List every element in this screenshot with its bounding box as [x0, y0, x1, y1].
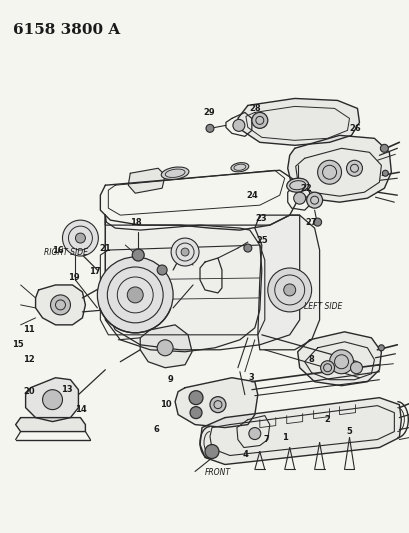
Text: 7: 7	[263, 435, 269, 444]
Text: 11: 11	[22, 325, 34, 334]
Ellipse shape	[161, 167, 189, 180]
Polygon shape	[105, 215, 261, 352]
Circle shape	[181, 248, 189, 256]
Polygon shape	[200, 398, 400, 464]
Circle shape	[346, 160, 362, 176]
Ellipse shape	[230, 163, 248, 172]
Circle shape	[313, 218, 321, 226]
Text: 4: 4	[242, 450, 248, 459]
Polygon shape	[16, 417, 85, 432]
Text: LEFT SIDE: LEFT SIDE	[303, 302, 341, 311]
Text: 26: 26	[349, 124, 360, 133]
Circle shape	[283, 284, 295, 296]
Text: 8: 8	[308, 356, 314, 364]
Text: 5: 5	[346, 427, 352, 436]
Circle shape	[293, 192, 305, 204]
Circle shape	[190, 407, 202, 418]
Text: 24: 24	[245, 191, 257, 200]
Polygon shape	[287, 135, 391, 202]
Text: 23: 23	[254, 214, 266, 223]
Circle shape	[380, 144, 387, 152]
Circle shape	[382, 170, 387, 176]
Circle shape	[171, 238, 198, 266]
Text: 18: 18	[130, 217, 142, 227]
Text: 25: 25	[255, 236, 267, 245]
Circle shape	[43, 390, 62, 410]
Text: 10: 10	[160, 400, 171, 409]
Polygon shape	[175, 378, 257, 427]
Circle shape	[320, 361, 334, 375]
Text: 6: 6	[153, 425, 159, 434]
Circle shape	[232, 119, 244, 131]
Circle shape	[350, 362, 362, 374]
Text: 9: 9	[167, 375, 173, 384]
Circle shape	[189, 391, 202, 405]
Circle shape	[50, 295, 70, 315]
Circle shape	[378, 345, 384, 351]
Text: 27: 27	[305, 217, 317, 227]
Text: 14: 14	[74, 405, 86, 414]
Polygon shape	[237, 99, 359, 146]
Text: 15: 15	[12, 340, 23, 349]
Circle shape	[132, 249, 144, 261]
Polygon shape	[140, 325, 191, 368]
Polygon shape	[25, 378, 78, 422]
Text: FRONT: FRONT	[204, 468, 230, 477]
Circle shape	[157, 340, 173, 356]
Text: 17: 17	[88, 268, 100, 277]
Text: 12: 12	[22, 356, 34, 364]
Circle shape	[204, 445, 218, 458]
Text: 1: 1	[281, 433, 287, 442]
Text: RIGHT SIDE: RIGHT SIDE	[43, 247, 88, 256]
Circle shape	[127, 287, 143, 303]
Text: 19: 19	[67, 273, 79, 282]
Text: 16: 16	[52, 246, 63, 255]
Ellipse shape	[286, 178, 308, 192]
Polygon shape	[36, 285, 85, 325]
Circle shape	[97, 257, 173, 333]
Text: 29: 29	[203, 108, 214, 117]
Circle shape	[251, 112, 267, 128]
Circle shape	[329, 350, 353, 374]
Circle shape	[157, 265, 167, 275]
Circle shape	[205, 124, 213, 132]
Text: 3: 3	[248, 373, 254, 382]
Text: 20: 20	[24, 387, 35, 396]
Text: 2: 2	[324, 415, 330, 424]
Circle shape	[75, 233, 85, 243]
Circle shape	[243, 244, 251, 252]
Circle shape	[317, 160, 341, 184]
Text: 13: 13	[61, 385, 72, 394]
Circle shape	[209, 397, 225, 413]
Text: 6158 3800 A: 6158 3800 A	[13, 22, 119, 37]
Polygon shape	[297, 332, 380, 386]
Circle shape	[306, 192, 322, 208]
Circle shape	[62, 220, 98, 256]
Circle shape	[248, 427, 260, 440]
Text: 22: 22	[300, 184, 312, 193]
Text: 21: 21	[99, 244, 111, 253]
Polygon shape	[105, 215, 299, 350]
Text: 28: 28	[248, 104, 260, 113]
Circle shape	[267, 268, 311, 312]
Polygon shape	[254, 215, 319, 350]
Polygon shape	[128, 168, 165, 193]
